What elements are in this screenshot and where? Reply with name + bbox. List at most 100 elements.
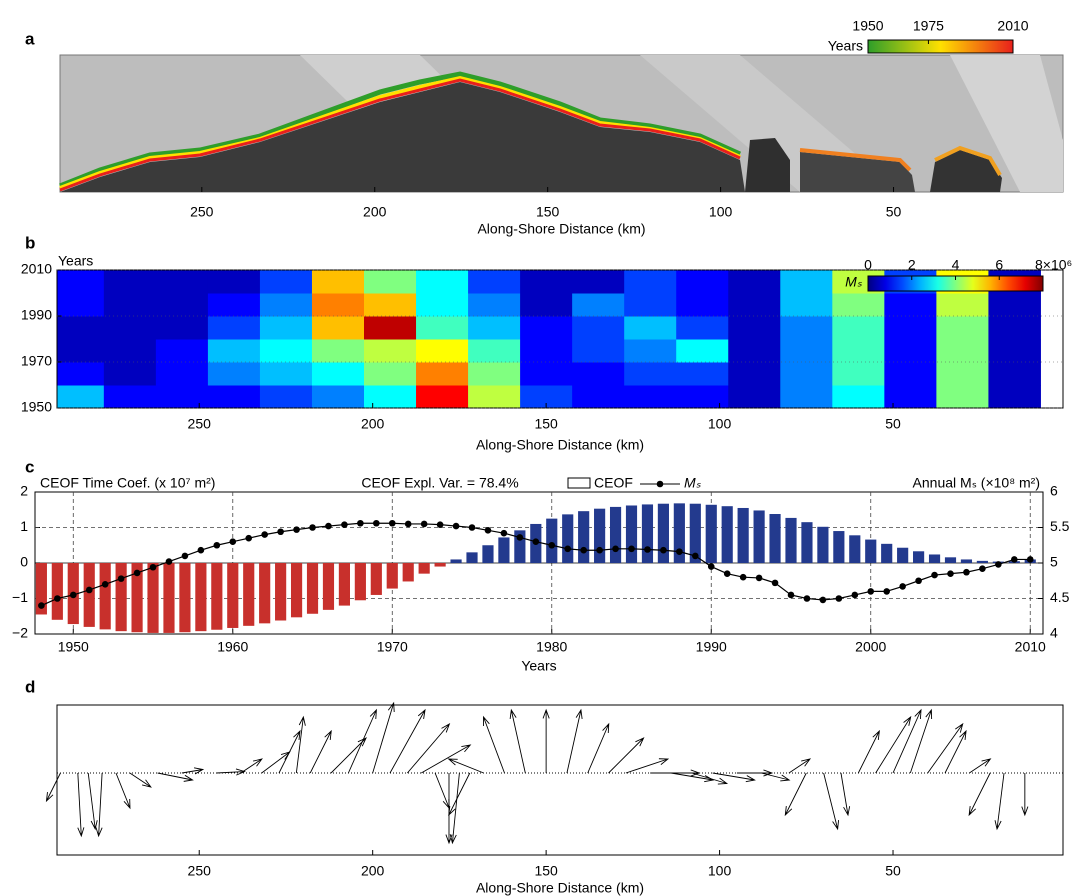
heatmap-cell: [207, 316, 261, 340]
heatmap-cell: [832, 362, 885, 386]
bar: [306, 563, 319, 614]
heatmap-cell: [676, 270, 729, 294]
heatmap-cell: [728, 385, 781, 408]
x-tick-label: 150: [534, 416, 558, 432]
heatmap-cell: [468, 362, 521, 386]
arrow: [216, 768, 246, 776]
heatmap-cell: [832, 316, 885, 340]
x-tick-label: 1970: [377, 639, 408, 655]
heatmap-cell: [103, 293, 157, 317]
heatmap-cell: [259, 293, 313, 317]
x-tick-label: 250: [188, 416, 212, 432]
line-point: [197, 546, 205, 554]
x-axis-label: Along-Shore Distance (km): [477, 221, 645, 237]
arrow: [129, 772, 152, 788]
bar: [290, 563, 303, 618]
arrow: [857, 729, 880, 774]
bar: [928, 554, 941, 563]
bar: [785, 517, 797, 563]
line-point: [165, 558, 173, 565]
arrow: [840, 772, 851, 817]
heatmap-cell: [572, 339, 625, 363]
x-tick-label: 200: [363, 204, 387, 220]
heatmap-cell: [676, 293, 729, 317]
x-tick-label: 2010: [1015, 639, 1046, 655]
y2-tick-label: 5: [1050, 554, 1058, 570]
line-point: [532, 538, 540, 545]
arrow: [587, 722, 610, 774]
heatmap-cell: [364, 270, 417, 294]
line-point: [484, 527, 492, 534]
heatmap-cell: [988, 385, 1041, 408]
colorbar-tick-label: 6: [995, 257, 1003, 273]
line-point: [915, 577, 922, 585]
bar: [641, 504, 654, 563]
heatmap-cell: [520, 339, 573, 363]
heatmap-cell: [676, 362, 729, 386]
arrow: [712, 772, 756, 783]
x-tick-label: 2000: [855, 639, 886, 655]
heatmap-cell: [936, 385, 989, 408]
heatmap-cell: [103, 385, 157, 408]
x-tick-label: 50: [885, 863, 901, 879]
arrow: [77, 772, 85, 838]
heatmap-cell: [155, 385, 209, 408]
heatmap-cell: [624, 385, 677, 408]
heatmap-cell: [416, 339, 469, 363]
heatmap-cell: [103, 339, 157, 363]
arrow: [421, 744, 472, 774]
arrow: [969, 758, 992, 774]
heatmap-cell: [468, 316, 521, 340]
y-tick-label: 1: [20, 518, 28, 534]
heatmap-cell: [364, 316, 417, 340]
bar: [737, 507, 749, 563]
line-point: [38, 602, 45, 609]
bar: [657, 503, 669, 563]
x-tick-label: 1950: [58, 639, 89, 655]
heatmap-cell: [728, 339, 781, 363]
bar: [131, 563, 143, 633]
line-point: [723, 570, 731, 577]
arrow: [670, 772, 715, 783]
heatmap-cell: [624, 316, 677, 340]
bar: [897, 547, 909, 563]
heatmap-cell: [624, 270, 677, 294]
line-point: [452, 522, 460, 530]
line-point: [931, 571, 938, 579]
heatmap-cell: [676, 385, 729, 408]
line-point: [867, 588, 875, 595]
heatmap-cell: [728, 293, 781, 317]
heatmap-cell: [572, 362, 625, 386]
bar: [562, 514, 574, 563]
bar: [578, 511, 590, 563]
x-tick-label: 250: [188, 863, 212, 879]
colorbar-tick-label: 4: [952, 257, 960, 273]
heatmap-cell: [468, 339, 521, 363]
heatmap-cell: [155, 339, 209, 363]
y-tick-label: −1: [12, 589, 28, 605]
arrow: [483, 715, 505, 774]
line-point: [516, 534, 524, 541]
arrow: [309, 729, 332, 774]
line-point: [995, 561, 1002, 568]
bar: [689, 503, 701, 563]
bar: [546, 518, 558, 563]
line-point: [596, 546, 603, 554]
heatmap-cell: [780, 316, 833, 340]
heatmap-cell: [832, 293, 885, 317]
bar: [913, 551, 925, 563]
x-tick-label: 50: [885, 416, 901, 432]
bar: [370, 563, 382, 595]
heatmap-cell: [57, 316, 105, 340]
line-point: [1010, 556, 1018, 563]
line-point: [309, 524, 316, 531]
arrow: [278, 729, 301, 774]
heatmap-cell: [988, 339, 1041, 363]
heatmap-cell: [936, 339, 989, 363]
x-tick-label: 150: [534, 863, 558, 879]
heatmap-cell: [57, 385, 105, 408]
line-point: [468, 524, 476, 531]
bar: [322, 563, 335, 610]
heatmap-cell: [311, 362, 365, 386]
